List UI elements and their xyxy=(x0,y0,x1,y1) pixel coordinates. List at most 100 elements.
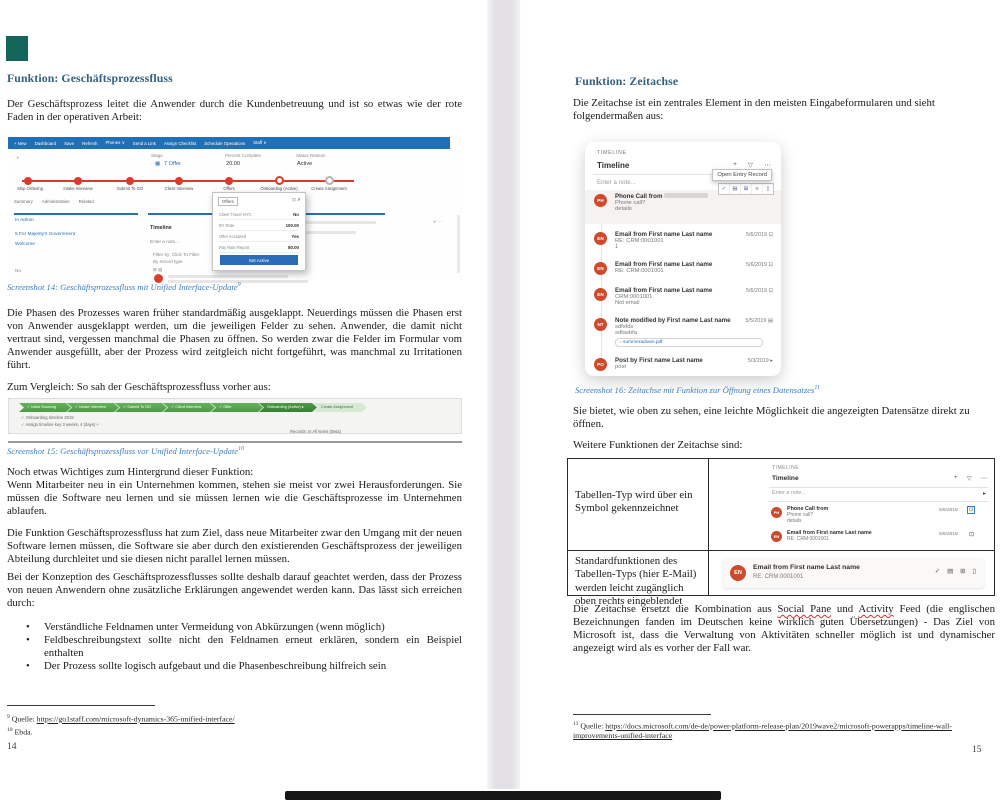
timeline-entry: EN Email from First name Last name RE: C… xyxy=(585,228,781,250)
email-subtitle: RE: CRM:0001001 xyxy=(753,574,804,580)
percent-label: Percent Complete xyxy=(225,153,262,158)
caption-sup: 10 xyxy=(238,446,245,453)
table-row: Tabellen-Typ wird über ein Symbol gekenn… xyxy=(568,459,994,551)
chevron-step: ✓ Initial Sourcing xyxy=(19,403,71,412)
nav-item: Staff ∨ xyxy=(253,140,267,145)
email-title: Email from First name Last name xyxy=(753,564,860,571)
page-gutter xyxy=(487,0,520,789)
paragraph-vergleich: Zum Vergleich: So sah der Geschäftsproze… xyxy=(7,381,271,393)
date-text: 5/6/2019 xyxy=(745,262,767,268)
chevron-step-active: Onboarding (Active) ▸ xyxy=(259,403,317,412)
entry-subtitle: RE: CRM:0001001 xyxy=(615,268,664,274)
entry-subtitle: RE: CRM:0001001 xyxy=(615,238,664,244)
tab-label: Administration xyxy=(41,199,70,204)
menu-icon: ≡ xyxy=(751,184,762,194)
entry-detail: details xyxy=(615,206,632,212)
entry-title: Email from First name Last name xyxy=(787,530,872,536)
flyout-field: Pay Rate Report 80.00 xyxy=(219,242,299,253)
paragraph-social-pane: Die Zeitachse ersetzt die Kombination au… xyxy=(573,603,995,655)
footnote-9: 9 Quelle: https://go1staff.com/microsoft… xyxy=(7,713,447,724)
entry-detail: details xyxy=(787,518,802,524)
open-record-icon-highlighted: ⊡ xyxy=(967,506,976,514)
nav-item: + New xyxy=(14,140,27,146)
screenshot-15-image: ✓ Initial Sourcing ✓ Intake Interview ✓ … xyxy=(8,398,462,434)
taskbar-handle xyxy=(285,791,721,800)
percent-value: 20.00 xyxy=(226,161,240,167)
email-actions: ✓ ▤ ⊞ ▯ xyxy=(935,567,976,575)
open-record-icon: ⊡ xyxy=(768,262,773,268)
entry-title: Post by First name Last name xyxy=(615,357,703,364)
filter-icon: ▽ xyxy=(967,476,972,482)
trash-icon: ▯ xyxy=(972,568,976,575)
caption-text: Screenshot 14: Geschäftsprozessfluss mit… xyxy=(7,282,238,292)
note-icon: ▤ xyxy=(767,318,773,324)
record-link: In Admin xyxy=(15,218,34,223)
process-step-label: Ship Ordering xyxy=(17,186,43,191)
mini-entry: Phone Call from Phone call? details xyxy=(787,506,828,524)
phone-icon: PH xyxy=(771,507,782,518)
note-placeholder: Enter a note... xyxy=(150,239,179,244)
record-link: Welcome xyxy=(15,242,35,247)
text-bar xyxy=(276,231,356,234)
nav-item: Send a Link xyxy=(132,140,156,146)
entry-date: 5/6/2019 ⊡ xyxy=(746,288,773,294)
filter-row2: By record type xyxy=(153,259,183,264)
page-14: Funktion: Geschäftsprozessfluss Der Gesc… xyxy=(0,0,487,790)
functions-table: Tabellen-Typ wird über ein Symbol gekenn… xyxy=(567,458,995,607)
mini-entry: Email from First name Last name RE: CRM:… xyxy=(787,530,872,542)
timeline-header: TIMELINE xyxy=(772,465,800,471)
email-entry-bar: EN Email from First name Last name RE: C… xyxy=(723,558,984,588)
status-value: Active xyxy=(297,161,313,167)
process-node-done xyxy=(126,177,134,185)
chevron-step: ✓ Client Interview xyxy=(163,403,215,412)
note-entry-icon: NT xyxy=(594,318,607,331)
table-cell-screenshot: TIMELINE Timeline + ▽ ⋯ Enter a note... … xyxy=(709,459,994,550)
scrollbar xyxy=(457,215,460,273)
note-input-placeholder: Enter a note... xyxy=(772,490,806,496)
footnote-number: 10 xyxy=(7,727,13,733)
section-divider xyxy=(14,213,138,215)
nav-item: Dashboard xyxy=(34,140,57,146)
process-node-next xyxy=(275,176,284,185)
grid-icon: ⊞ xyxy=(960,568,966,575)
entry-subtitle: Phone call? xyxy=(787,512,814,518)
paragraph-hintergrund: Wenn Mitarbeiter neu in ein Unternehmen … xyxy=(7,479,462,517)
attachment-name: summeradown.pdf xyxy=(623,340,663,345)
bpf-footer: Records: In All Items (Beta) xyxy=(290,429,341,434)
email-icon: EN xyxy=(771,531,782,542)
entry-date: 5/6/2019 ⊡ xyxy=(746,262,773,268)
record-link: 5 For Majesty's Government xyxy=(15,232,76,237)
field-label: Client Travel NYC xyxy=(219,211,252,217)
bpf-field-2: ✓ Assign timeline key 3 weeks, 4 (days) … xyxy=(21,422,99,427)
table-cell-text: Standardfunktionen des Tabellen-Typs (hi… xyxy=(568,551,709,607)
nav-item: Schedule Operations xyxy=(204,140,246,146)
footnote-number: 11 xyxy=(573,721,579,727)
page-number-14: 14 xyxy=(7,741,17,752)
paragraph-konzeption: Bei der Konzeption des Geschäftsprozessf… xyxy=(7,571,462,609)
stage-flyout: Offers ⊡ ✗ Client Travel NYC No BY Rate … xyxy=(212,192,306,271)
dynamics-navbar: + New Dashboard Save Refresh Phones ∨ Se… xyxy=(8,137,450,149)
text-bar xyxy=(168,280,308,283)
spellcheck-word: Activity xyxy=(858,603,894,615)
timeline-panel-title: Timeline xyxy=(150,225,172,231)
date-text: 5/6/2019 xyxy=(745,232,767,238)
timeline-header: TIMELINE xyxy=(597,150,627,156)
timeline-entry: NT Note modified by First name Last name… xyxy=(585,314,781,347)
footnote-link[interactable]: https://docs.microsoft.com/de-de/power-p… xyxy=(573,721,952,741)
caption-sup: 9 xyxy=(237,282,241,289)
process-step-label: Create Assignment xyxy=(311,186,347,191)
tab-label: Related xyxy=(78,199,94,204)
chevron-step: ✓ Submit To GO xyxy=(115,403,167,412)
entry-title: Phone Call from xyxy=(615,193,773,200)
field-label: BY Rate xyxy=(219,222,235,228)
footnote-link[interactable]: https://go1staff.com/microsoft-dynamics-… xyxy=(36,714,235,724)
entry-date: 5/5/2019 ▤ xyxy=(745,318,773,324)
entry-title: Email from First name Last name xyxy=(615,287,713,294)
date-text: 5/6/2019 xyxy=(745,288,767,294)
assign-icon: ✓ xyxy=(721,186,727,192)
chevron-step: ✓ Intake Interview xyxy=(67,403,119,412)
entry-date: 5/6/2019 xyxy=(939,532,958,537)
date-text: 5/3/2019 xyxy=(747,358,769,364)
more-icon: ⋯ xyxy=(981,476,987,482)
activity-icon xyxy=(154,274,163,283)
